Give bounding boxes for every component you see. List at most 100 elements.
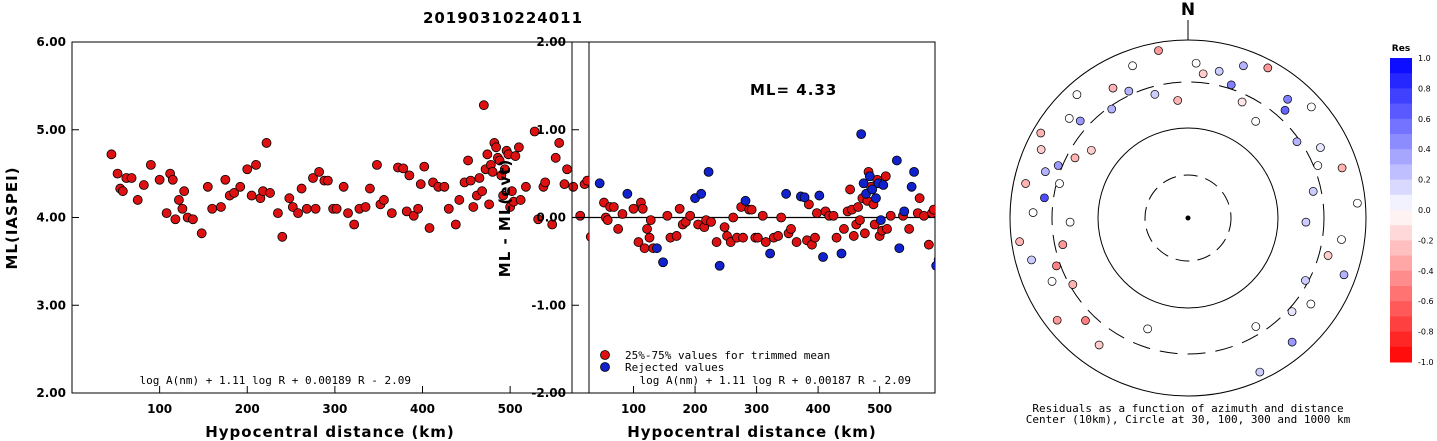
data-point bbox=[154, 174, 165, 185]
residual-point bbox=[1307, 102, 1316, 112]
data-point bbox=[608, 202, 619, 212]
colorbar-cell bbox=[1390, 58, 1412, 74]
y-tick-label: -1.00 bbox=[531, 298, 566, 312]
residual-point bbox=[1070, 153, 1080, 163]
y-tick-label: 1.00 bbox=[536, 123, 566, 137]
residual-point bbox=[1280, 105, 1290, 115]
data-point bbox=[112, 168, 123, 179]
caption-line-1: Residuals as a function of azimuth and d… bbox=[1032, 402, 1343, 415]
colorbar-cell bbox=[1390, 255, 1412, 272]
residual-point bbox=[1353, 198, 1362, 208]
colorbar-tick-label: -0.8 bbox=[1418, 328, 1434, 337]
data-point bbox=[468, 202, 479, 212]
y-tick-label: 3.00 bbox=[36, 298, 66, 312]
colorbar-tick-label: 0.0 bbox=[1418, 206, 1431, 215]
colorbar-cell bbox=[1390, 225, 1412, 241]
data-point bbox=[719, 222, 730, 233]
data-point bbox=[644, 232, 655, 243]
data-point bbox=[132, 195, 143, 205]
data-point bbox=[617, 209, 628, 219]
residual-point bbox=[1339, 270, 1349, 280]
residual-point bbox=[1052, 261, 1061, 271]
residual-point bbox=[1053, 161, 1063, 170]
data-point bbox=[836, 248, 847, 259]
data-point bbox=[590, 226, 599, 235]
y-axis-label: ML - ML(evt) bbox=[496, 159, 514, 277]
data-point bbox=[855, 215, 865, 226]
ml-iaspei-panel: ML(IASPEI) Hypocentral distance (km) log… bbox=[3, 35, 599, 441]
epicenter-dot bbox=[1185, 215, 1191, 221]
residual-point bbox=[1143, 324, 1152, 334]
data-point bbox=[145, 159, 156, 170]
data-point bbox=[894, 243, 905, 254]
data-point bbox=[424, 223, 435, 233]
data-point bbox=[235, 181, 246, 192]
data-point bbox=[752, 232, 763, 243]
data-point bbox=[594, 178, 605, 189]
data-point bbox=[882, 224, 892, 234]
data-point bbox=[170, 214, 181, 225]
x-axis-label: Hypocentral distance (km) bbox=[205, 423, 455, 441]
residual-point bbox=[1068, 280, 1078, 289]
data-point bbox=[622, 188, 633, 199]
data-point bbox=[786, 224, 796, 234]
residual-point bbox=[1226, 80, 1236, 90]
data-point bbox=[220, 174, 231, 185]
residual-point bbox=[1065, 217, 1075, 227]
y-tick-label: 2.00 bbox=[36, 386, 66, 400]
residual-point bbox=[1308, 187, 1318, 196]
y-tick-label: -2.00 bbox=[531, 386, 566, 400]
colorbar-cell bbox=[1390, 73, 1412, 89]
data-point bbox=[662, 210, 673, 221]
data-point bbox=[853, 202, 863, 212]
residual-point bbox=[1301, 276, 1310, 285]
y-tick-label: 4.00 bbox=[36, 211, 66, 225]
colorbar-tick-label: -0.2 bbox=[1418, 236, 1434, 245]
colorbar-cell bbox=[1390, 210, 1412, 226]
data-point bbox=[803, 199, 814, 210]
data-point bbox=[261, 138, 272, 148]
residual-point bbox=[1313, 161, 1323, 170]
data-point bbox=[301, 203, 312, 214]
colorbar-tick-label: -0.6 bbox=[1418, 297, 1434, 306]
data-point bbox=[633, 237, 644, 247]
data-point bbox=[568, 181, 579, 192]
data-point bbox=[880, 171, 891, 182]
event-id-title: 20190310224011 bbox=[423, 9, 583, 27]
data-point bbox=[906, 181, 917, 192]
data-point bbox=[602, 215, 613, 226]
residual-point bbox=[1040, 167, 1050, 176]
residual-point bbox=[1040, 193, 1049, 203]
data-point bbox=[928, 204, 935, 215]
residual-point bbox=[1292, 137, 1302, 147]
data-point bbox=[202, 181, 213, 192]
data-point bbox=[575, 210, 586, 221]
residual-point bbox=[1198, 69, 1208, 79]
data-point bbox=[196, 228, 207, 239]
data-point bbox=[174, 195, 184, 205]
data-point bbox=[652, 243, 662, 254]
residual-point bbox=[1251, 116, 1261, 126]
data-point bbox=[499, 164, 510, 175]
colorbar-tick-label: -0.4 bbox=[1418, 267, 1434, 276]
residual-point bbox=[1107, 104, 1117, 114]
data-point bbox=[491, 142, 502, 153]
data-point bbox=[494, 155, 505, 166]
data-point bbox=[711, 237, 722, 247]
data-point bbox=[810, 232, 820, 243]
ml-residual-panel: ML - ML(evt) Hypocentral distance (km) M… bbox=[496, 35, 936, 441]
colorbar-tick-label: 1.0 bbox=[1418, 54, 1431, 63]
data-point bbox=[474, 173, 485, 183]
data-point bbox=[284, 193, 295, 204]
ml-annotation: ML= 4.33 bbox=[750, 81, 837, 99]
data-point bbox=[760, 237, 771, 247]
data-point bbox=[878, 180, 889, 190]
data-point bbox=[637, 203, 648, 214]
data-point bbox=[791, 237, 802, 247]
residual-point bbox=[1191, 58, 1201, 68]
residual-point bbox=[1064, 114, 1074, 123]
data-point bbox=[188, 214, 198, 225]
residual-point bbox=[1015, 237, 1025, 247]
residual-point bbox=[1239, 61, 1248, 71]
residual-point bbox=[1124, 86, 1134, 96]
